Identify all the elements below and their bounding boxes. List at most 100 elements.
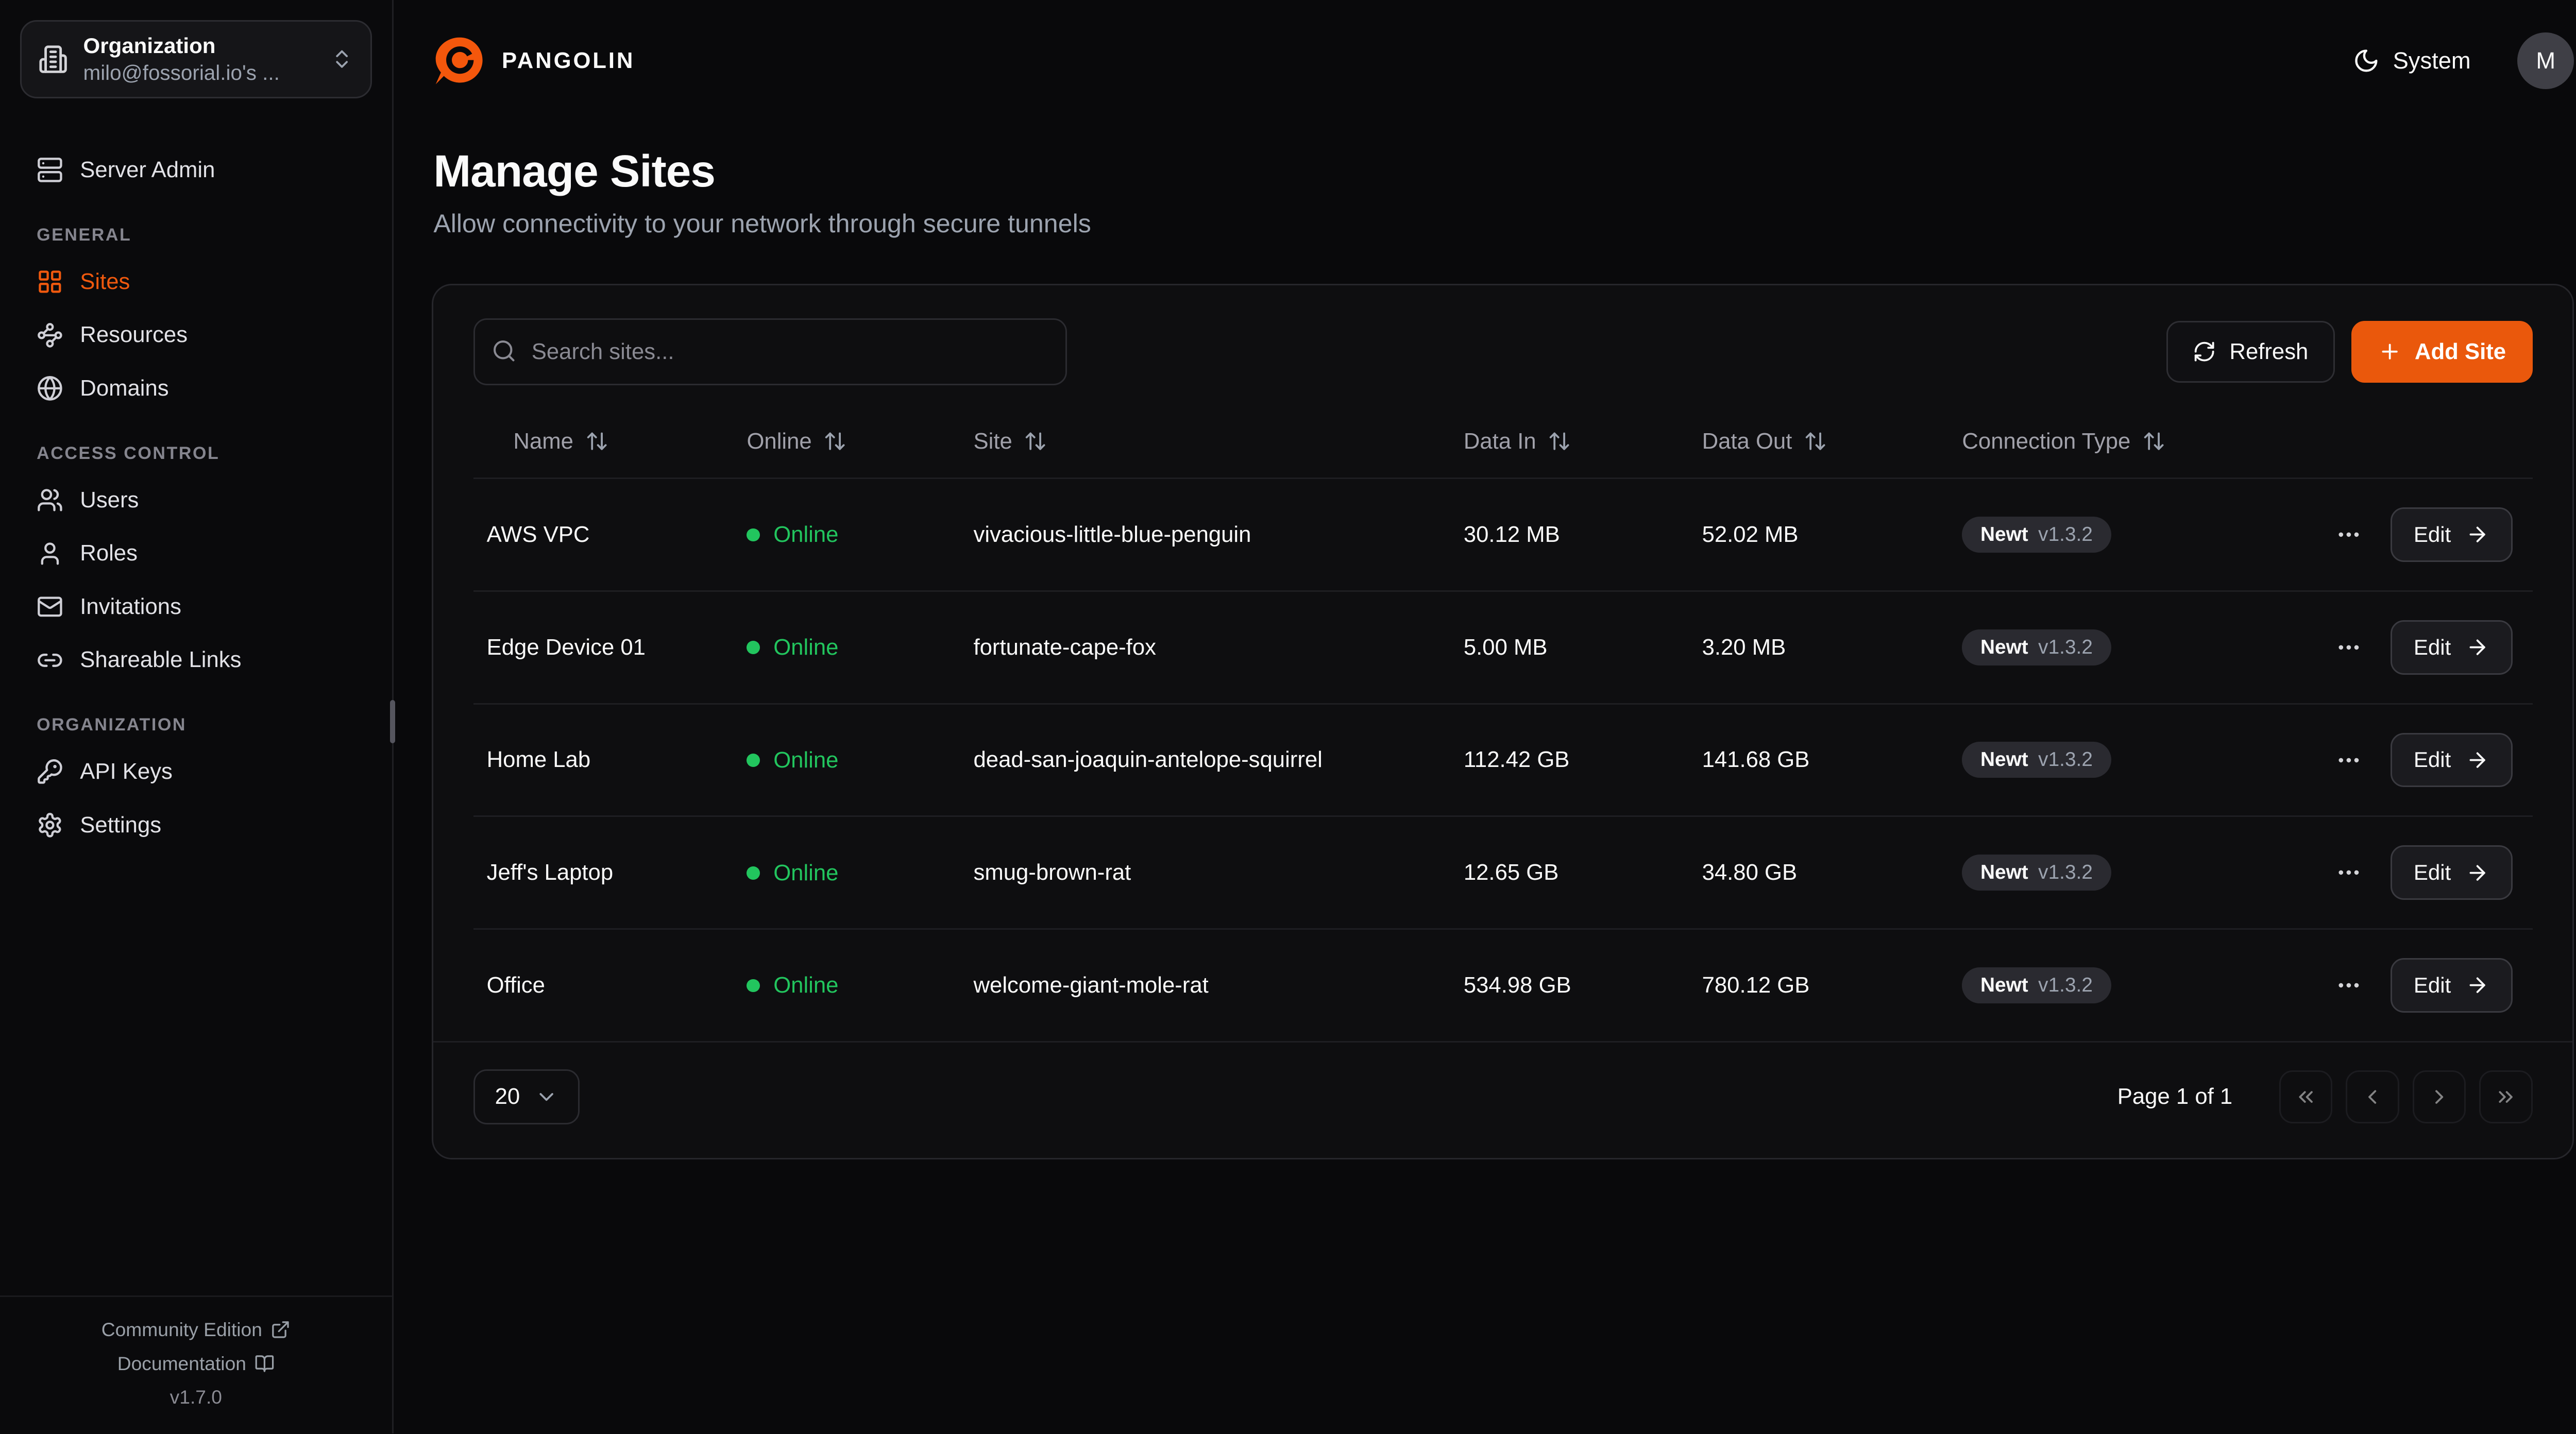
prev-page-button[interactable]	[2346, 1070, 2399, 1124]
brand[interactable]: PANGOLIN	[433, 35, 635, 87]
connection-type-badge: Newt v1.3.2	[1962, 742, 2111, 778]
column-header-data-in[interactable]: Data In	[1464, 429, 1571, 454]
edit-label: Edit	[2413, 635, 2451, 659]
column-header-site[interactable]: Site	[974, 429, 1047, 454]
refresh-button[interactable]: Refresh	[2166, 320, 2335, 383]
connection-version: v1.3.2	[2038, 523, 2093, 545]
online-status: Online	[747, 522, 838, 548]
edit-button[interactable]: Edit	[2390, 958, 2513, 1013]
site-name: Office	[486, 972, 545, 998]
sidebar-item-sites[interactable]: Sites	[20, 257, 372, 306]
row-menu-button[interactable]	[2329, 740, 2369, 780]
row-menu-button[interactable]	[2329, 965, 2369, 1005]
sidebar-nav: Server Admin GENERAL Sites Resources Dom…	[0, 118, 392, 1295]
connection-type-badge: Newt v1.3.2	[1962, 855, 2111, 891]
ellipsis-icon	[2338, 645, 2359, 650]
page-head: Manage Sites Allow connectivity to your …	[394, 122, 2576, 238]
arrow-right-icon	[2469, 865, 2486, 881]
search-icon	[494, 340, 515, 362]
edit-label: Edit	[2413, 972, 2451, 997]
row-menu-button[interactable]	[2329, 627, 2369, 668]
sort-icon	[1550, 432, 1569, 450]
avatar[interactable]: M	[2517, 32, 2574, 90]
sidebar-item-domains[interactable]: Domains	[20, 363, 372, 413]
data-out-value: 52.02 MB	[1702, 521, 1799, 547]
connection-version: v1.3.2	[2038, 748, 2093, 771]
org-picker[interactable]: Organization milo@fossorial.io's ...	[20, 20, 372, 98]
chevron-right-icon	[2435, 1090, 2443, 1104]
theme-toggle-button[interactable]: System	[2343, 38, 2481, 84]
sort-icon	[2144, 432, 2164, 450]
sidebar-item-settings[interactable]: Settings	[20, 800, 372, 850]
page-size-value: 20	[495, 1084, 520, 1109]
column-header-online[interactable]: Online	[747, 429, 846, 454]
connection-type-badge: Newt v1.3.2	[1962, 967, 2111, 1003]
first-page-button[interactable]	[2279, 1070, 2333, 1124]
ellipsis-icon	[2338, 870, 2359, 875]
sidebar-section-access-control: ACCESS CONTROL	[37, 443, 220, 463]
arrow-right-icon	[2469, 526, 2486, 543]
sort-icon	[1805, 432, 1825, 450]
online-label: Online	[773, 522, 839, 548]
site-slug: vivacious-little-blue-penguin	[973, 521, 1251, 547]
edit-button[interactable]: Edit	[2390, 845, 2513, 900]
column-header-name[interactable]: Name	[513, 429, 608, 454]
search-wrap	[473, 318, 1067, 385]
sidebar-footer: Community Edition Documentation v1.7.0	[0, 1295, 392, 1433]
sidebar-item-server-admin[interactable]: Server Admin	[20, 145, 372, 195]
sidebar-item-label: Resources	[80, 322, 188, 348]
edit-button[interactable]: Edit	[2390, 620, 2513, 675]
sites-table: Name Online Site Data In Data Out Connec…	[473, 415, 2533, 1041]
sidebar-resize-handle[interactable]	[390, 700, 396, 744]
sites-card: Refresh Add Site Name Online	[432, 283, 2574, 1160]
column-label: Data Out	[1702, 428, 1792, 454]
column-label: Online	[747, 428, 812, 454]
data-in-value: 534.98 GB	[1463, 972, 1571, 998]
sidebar-item-shareable-links[interactable]: Shareable Links	[20, 635, 372, 685]
add-site-button[interactable]: Add Site	[2351, 320, 2533, 383]
sidebar-section-organization: ORGANIZATION	[37, 715, 187, 735]
sidebar-item-label: Domains	[80, 375, 169, 401]
connection-type: Newt	[1980, 861, 2028, 884]
sidebar-item-label: Sites	[80, 268, 130, 294]
data-out-value: 141.68 GB	[1702, 747, 1810, 773]
search-input[interactable]	[473, 318, 1067, 385]
main-content: PANGOLIN System M Manage Sites Allow con…	[394, 0, 2576, 1433]
sidebar-item-invitations[interactable]: Invitations	[20, 582, 372, 631]
sidebar-item-label: Users	[80, 487, 139, 513]
table-header: Name Online Site Data In Data Out Connec…	[473, 415, 2533, 479]
row-menu-button[interactable]	[2329, 852, 2369, 893]
chevron-down-icon	[539, 1092, 554, 1101]
connection-type: Newt	[1980, 523, 2028, 545]
data-in-value: 12.65 GB	[1463, 860, 1559, 885]
edit-button[interactable]: Edit	[2390, 732, 2513, 788]
globe-icon	[38, 376, 62, 401]
chevrons-right-icon	[2499, 1091, 2513, 1103]
edit-button[interactable]: Edit	[2390, 507, 2513, 562]
book-icon	[255, 1355, 274, 1372]
page-size-select[interactable]: 20	[473, 1069, 580, 1125]
refresh-label: Refresh	[2229, 338, 2309, 364]
online-dot-icon	[747, 866, 760, 880]
connection-type: Newt	[1980, 636, 2028, 658]
sidebar-item-resources[interactable]: Resources	[20, 310, 372, 360]
user-icon	[41, 542, 59, 565]
sidebar-item-api-keys[interactable]: API Keys	[20, 747, 372, 797]
column-header-connection-type[interactable]: Connection Type	[1962, 429, 2165, 454]
plus-icon	[2382, 344, 2398, 360]
last-page-button[interactable]	[2479, 1070, 2533, 1124]
sidebar-item-users[interactable]: Users	[20, 475, 372, 525]
edit-label: Edit	[2413, 747, 2451, 772]
sidebar-item-roles[interactable]: Roles	[20, 528, 372, 578]
documentation-link[interactable]: Documentation	[0, 1353, 392, 1375]
sidebar-item-label: Server Admin	[80, 157, 215, 183]
external-link-icon	[272, 1321, 289, 1338]
connection-version: v1.3.2	[2038, 974, 2093, 996]
row-menu-button[interactable]	[2329, 515, 2369, 555]
brand-name: PANGOLIN	[501, 48, 635, 74]
column-header-data-out[interactable]: Data Out	[1702, 429, 1827, 454]
online-dot-icon	[747, 641, 760, 655]
community-edition-link[interactable]: Community Edition	[0, 1319, 392, 1341]
next-page-button[interactable]	[2412, 1070, 2466, 1124]
